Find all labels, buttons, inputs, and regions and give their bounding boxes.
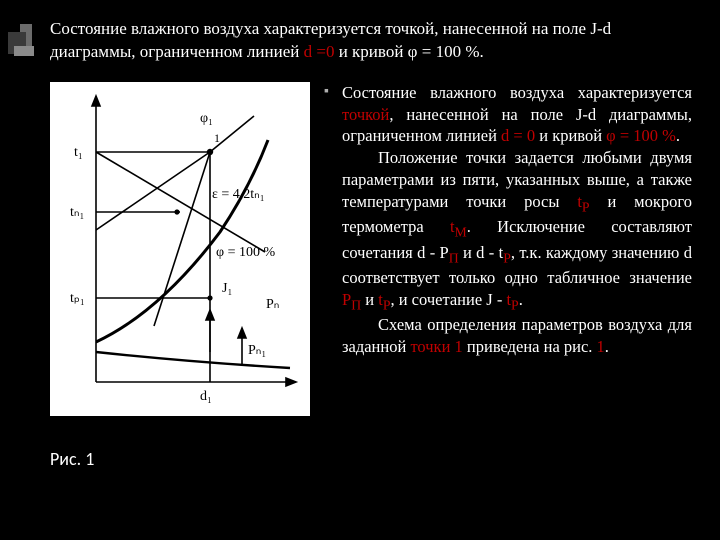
p1a: Состояние влажного воздуха характеризует…	[342, 83, 692, 102]
p2d: и d - t	[459, 243, 504, 262]
lbl-t1: t₁	[74, 145, 83, 160]
slide-title: Состояние влажного воздуха характеризует…	[50, 18, 692, 64]
lbl-tn1: tₙ₁	[70, 205, 84, 220]
title-pre: Состояние влажного воздуха характеризует…	[50, 19, 590, 38]
p2-trsub: Р	[582, 199, 590, 214]
p3-1: 1	[597, 337, 605, 356]
lbl-tp1: tₚ₁	[70, 291, 85, 306]
bullet-icon: ▪	[324, 82, 342, 358]
p2-tr2sub: Р	[503, 250, 511, 265]
figure-caption: Рис. 1	[50, 448, 310, 470]
lbl-phi100: φ = 100 %	[216, 245, 275, 260]
lbl-d1: d₁	[200, 389, 212, 404]
p1d: .	[676, 126, 680, 145]
title-mid2: и кривой	[334, 42, 407, 61]
p1-d0: d = 0	[501, 126, 535, 145]
title-mid: диаграммы, ограниченном линией	[50, 42, 304, 61]
p2-pn2: P	[342, 290, 351, 309]
body-text: ▪ Состояние влажного воздуха характеризу…	[324, 82, 692, 470]
p1-tochkoy: точкой	[342, 105, 389, 124]
p1c: и кривой	[535, 126, 606, 145]
p2-pn2sub: П	[351, 297, 361, 312]
title-jd: J-d	[590, 19, 611, 38]
p3-tochki: точки 1	[410, 337, 462, 356]
lbl-phi1: φ₁	[200, 111, 213, 126]
jd-diagram-figure: t₁ tₙ₁ tₚ₁ φ₁ ε = 4,2tₙ₁ φ = 100 % J₁ Pₙ…	[50, 82, 310, 416]
p2-pnsub: П	[449, 250, 459, 265]
p3c: .	[605, 337, 609, 356]
p2f: и	[361, 290, 378, 309]
lbl-Pn1: Pₙ₁	[248, 343, 266, 358]
title-deq: d =0	[304, 42, 335, 61]
p2h: .	[519, 290, 523, 309]
p2g: , и сочетание J -	[390, 290, 506, 309]
title-phi: φ = 100 %.	[408, 42, 484, 61]
lbl-Pn: Pₙ	[266, 297, 279, 312]
lbl-J1: J₁	[222, 281, 232, 296]
svg-text:1: 1	[214, 131, 220, 145]
p1-phi: φ = 100 %	[606, 126, 676, 145]
lbl-eps: ε = 4,2tₙ₁	[212, 187, 265, 202]
p3b: приведена на рис.	[463, 337, 597, 356]
p2-tmsub: М	[455, 224, 467, 239]
p2-tnsub: Р	[511, 297, 519, 312]
